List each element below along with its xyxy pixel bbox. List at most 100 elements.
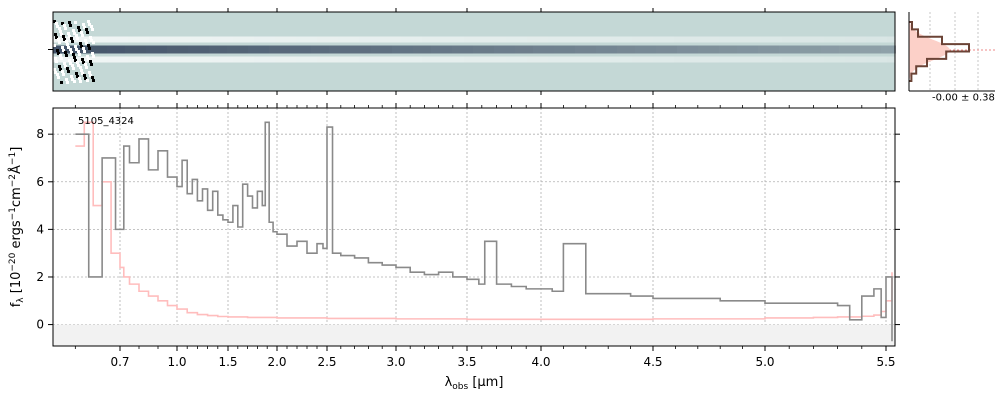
trace-pixel bbox=[431, 45, 434, 54]
trace-halo bbox=[92, 56, 95, 63]
trace-halo bbox=[689, 36, 692, 43]
trace-halo bbox=[185, 36, 188, 43]
trace-pixel bbox=[803, 45, 806, 54]
trace-halo bbox=[743, 36, 746, 43]
trace-halo bbox=[773, 56, 776, 63]
trace-pixel bbox=[533, 45, 536, 54]
noise-pixel bbox=[81, 34, 84, 37]
trace-halo bbox=[584, 56, 587, 63]
noise-pixel bbox=[57, 76, 60, 79]
trace-pixel bbox=[560, 45, 563, 54]
trace-pixel bbox=[725, 45, 728, 54]
trace-halo bbox=[530, 56, 533, 63]
trace-halo bbox=[470, 36, 473, 43]
trace-pixel bbox=[866, 45, 869, 54]
trace-pixel bbox=[518, 45, 521, 54]
trace-halo bbox=[671, 36, 674, 43]
trace-pixel bbox=[395, 45, 398, 54]
trace-pixel bbox=[362, 45, 365, 54]
trace-halo bbox=[89, 56, 92, 63]
trace-pixel bbox=[104, 45, 107, 54]
trace-pixel bbox=[122, 45, 125, 54]
trace-halo bbox=[113, 56, 116, 63]
noise-pixel bbox=[56, 73, 59, 76]
trace-halo bbox=[305, 56, 308, 63]
noise-pixel bbox=[87, 44, 90, 47]
y-tick-label: 0 bbox=[36, 318, 44, 332]
trace-halo bbox=[68, 36, 71, 43]
trace-halo bbox=[539, 36, 542, 43]
trace-halo bbox=[686, 56, 689, 63]
trace-pixel bbox=[770, 45, 773, 54]
trace-halo bbox=[743, 56, 746, 63]
noise-pixel bbox=[53, 20, 56, 23]
noise-pixel bbox=[62, 73, 65, 76]
trace-pixel bbox=[857, 45, 860, 54]
noise-pixel bbox=[83, 50, 86, 53]
trace-halo bbox=[803, 36, 806, 43]
trace-pixel bbox=[116, 45, 119, 54]
trace-halo bbox=[455, 56, 458, 63]
trace-halo bbox=[545, 36, 548, 43]
trace-halo bbox=[539, 56, 542, 63]
noise-pixel bbox=[53, 68, 56, 71]
trace-pixel bbox=[731, 45, 734, 54]
noise-pixel bbox=[66, 81, 69, 84]
trace-halo bbox=[227, 36, 230, 43]
trace-halo bbox=[500, 56, 503, 63]
trace-halo bbox=[152, 56, 155, 63]
trace-halo bbox=[755, 36, 758, 43]
trace-halo bbox=[581, 36, 584, 43]
trace-halo bbox=[674, 56, 677, 63]
trace-halo bbox=[860, 56, 863, 63]
trace-halo bbox=[725, 56, 728, 63]
trace-pixel bbox=[302, 45, 305, 54]
trace-halo bbox=[890, 56, 893, 63]
trace-pixel bbox=[620, 45, 623, 54]
noise-pixel bbox=[64, 51, 67, 54]
trace-halo bbox=[629, 56, 632, 63]
noise-pixel bbox=[72, 67, 75, 70]
trace-pixel bbox=[740, 45, 743, 54]
trace-halo bbox=[560, 36, 563, 43]
trace-halo bbox=[254, 56, 257, 63]
trace-pixel bbox=[275, 45, 278, 54]
trace-halo bbox=[248, 56, 251, 63]
noise-pixel bbox=[84, 39, 87, 42]
trace-halo bbox=[875, 36, 878, 43]
x-axis-label: λobs [μm] bbox=[445, 375, 504, 392]
trace-pixel bbox=[86, 45, 89, 54]
trace-pixel bbox=[842, 45, 845, 54]
trace-pixel bbox=[158, 45, 161, 54]
trace-pixel bbox=[146, 45, 149, 54]
trace-pixel bbox=[359, 45, 362, 54]
trace-pixel bbox=[329, 45, 332, 54]
trace-halo bbox=[392, 56, 395, 63]
trace-halo bbox=[437, 36, 440, 43]
trace-pixel bbox=[473, 45, 476, 54]
trace-halo bbox=[734, 56, 737, 63]
trace-halo bbox=[323, 36, 326, 43]
trace-halo bbox=[431, 36, 434, 43]
trace-halo bbox=[764, 36, 767, 43]
trace-halo bbox=[758, 36, 761, 43]
trace-halo bbox=[233, 56, 236, 63]
trace-halo bbox=[599, 56, 602, 63]
noise-pixel bbox=[68, 21, 71, 24]
trace-pixel bbox=[689, 45, 692, 54]
trace-halo bbox=[491, 36, 494, 43]
trace-halo bbox=[581, 56, 584, 63]
trace-halo bbox=[299, 36, 302, 43]
trace-halo bbox=[563, 56, 566, 63]
trace-pixel bbox=[590, 45, 593, 54]
trace-pixel bbox=[221, 45, 224, 54]
trace-pixel bbox=[674, 45, 677, 54]
trace-pixel bbox=[470, 45, 473, 54]
trace-pixel bbox=[593, 45, 596, 54]
trace-halo bbox=[356, 36, 359, 43]
trace-halo bbox=[464, 56, 467, 63]
trace-pixel bbox=[476, 45, 479, 54]
trace-halo bbox=[698, 36, 701, 43]
trace-pixel bbox=[746, 45, 749, 54]
trace-halo bbox=[839, 36, 842, 43]
